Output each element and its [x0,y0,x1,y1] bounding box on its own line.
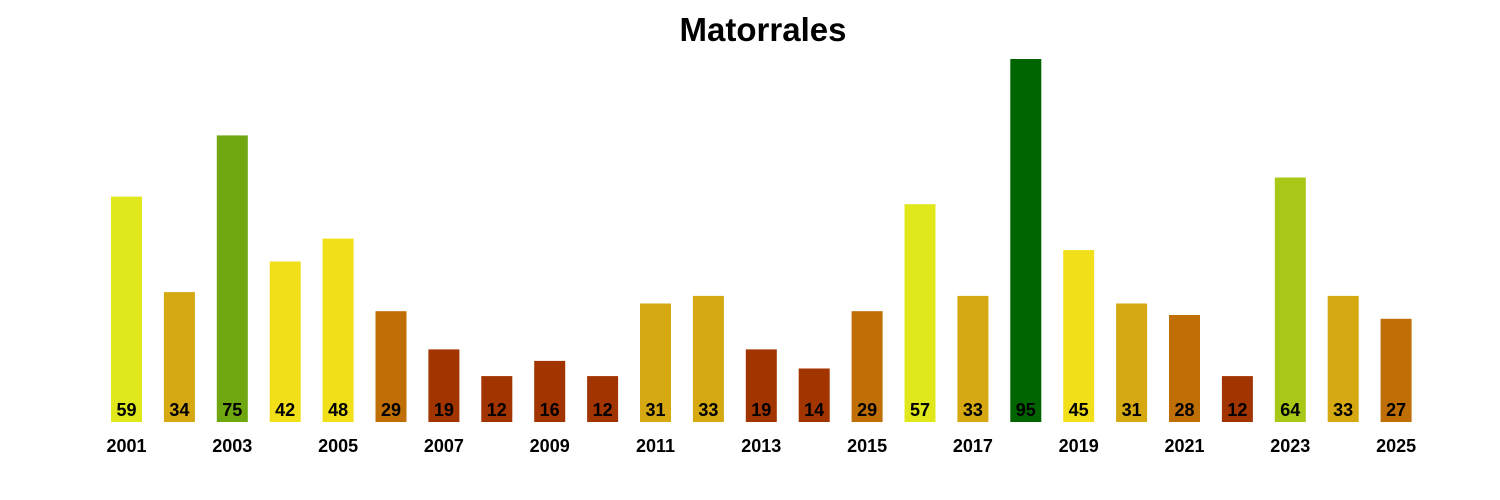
value-label-2007: 19 [434,400,454,420]
x-tick-label-2021: 2021 [1164,436,1204,456]
value-label-2003: 75 [222,400,242,420]
chart-title: Matorrales [679,11,847,48]
value-label-2010: 12 [593,400,613,420]
x-tick-label-2017: 2017 [953,436,993,456]
x-tick-label-2005: 2005 [318,436,358,456]
value-label-2005: 48 [328,400,348,420]
bar-2009 [534,360,566,422]
x-tick-label-2003: 2003 [212,436,252,456]
value-label-2020: 31 [1122,400,1142,420]
bar-2006 [375,311,407,422]
bar-2017 [957,295,989,422]
bars-layer [111,59,1412,422]
value-label-2009: 16 [540,400,560,420]
bar-2012 [692,295,724,422]
bar-2001 [111,196,142,422]
value-labels-layer: 59 34 75 42 48 29 19 12 16 12 31 33 19 14 29 57 33 95 45 31… [116,400,1406,420]
value-label-2014: 14 [804,400,824,420]
x-tick-label-2025: 2025 [1376,436,1416,456]
bar-2016 [904,204,936,422]
value-label-2008: 12 [487,400,507,420]
value-label-2011: 31 [645,400,665,420]
bar-2010 [587,376,619,422]
bar-2018 [1010,59,1042,422]
bar-2020 [1116,303,1148,422]
x-tick-label-2001: 2001 [106,436,146,456]
x-tick-label-2009: 2009 [530,436,570,456]
value-label-2001: 59 [116,400,136,420]
bar-2011 [640,303,671,422]
bar-2007 [428,349,460,422]
value-label-2023: 64 [1280,400,1300,420]
value-label-2004: 42 [275,400,295,420]
value-label-2002: 34 [169,400,189,420]
bar-2005 [322,238,354,422]
value-label-2015: 29 [857,400,877,420]
value-label-2018: 95 [1016,400,1036,420]
x-tick-label-2019: 2019 [1059,436,1099,456]
bar-2008 [481,376,513,422]
bar-2015 [851,311,883,422]
bar-2022 [1221,376,1253,422]
value-label-2017: 33 [963,400,983,420]
bar-2002 [163,292,195,422]
x-tick-labels: 2001 2003 2005 2007 2009 2011 2013 2015 2017 2019… [106,436,1416,456]
bar-2024 [1327,295,1359,422]
bar-2023 [1274,177,1306,422]
value-label-2022: 12 [1227,400,1247,420]
x-tick-label-2011: 2011 [636,436,675,456]
bar-2013 [745,349,777,422]
x-tick-label-2013: 2013 [741,436,781,456]
x-tick-label-2023: 2023 [1270,436,1310,456]
bar-2004 [269,261,301,422]
value-label-2012: 33 [698,400,718,420]
x-tick-label-2015: 2015 [847,436,887,456]
bar-2014 [798,368,830,422]
bar-2025 [1380,318,1412,422]
value-label-2024: 33 [1333,400,1353,420]
x-tick-label-2007: 2007 [424,436,464,456]
value-label-2006: 29 [381,400,401,420]
value-label-2025: 27 [1386,400,1406,420]
value-label-2021: 28 [1174,400,1194,420]
value-label-2013: 19 [751,400,771,420]
bar-2021 [1169,315,1200,422]
bar-2019 [1063,250,1095,422]
value-label-2019: 45 [1069,400,1089,420]
value-label-2016: 57 [910,400,930,420]
bar-2003 [216,135,248,422]
